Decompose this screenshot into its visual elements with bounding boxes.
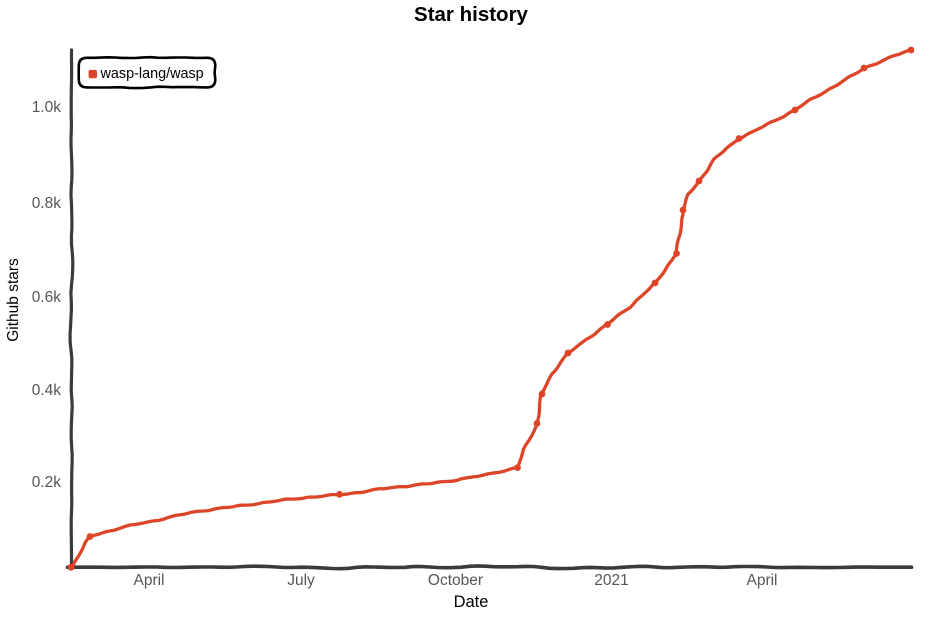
svg-text:wasp-lang/wasp: wasp-lang/wasp xyxy=(100,66,204,82)
svg-text:0.6k: 0.6k xyxy=(32,289,62,306)
svg-text:0.8k: 0.8k xyxy=(32,195,62,212)
svg-text:April: April xyxy=(133,572,164,589)
svg-text:October: October xyxy=(428,572,483,589)
svg-text:April: April xyxy=(746,572,777,589)
svg-text:July: July xyxy=(287,572,315,589)
svg-text:0.4k: 0.4k xyxy=(32,382,62,399)
svg-text:Date: Date xyxy=(454,593,489,611)
svg-text:Github stars: Github stars xyxy=(5,258,22,342)
svg-text:Star history: Star history xyxy=(414,3,529,26)
svg-text:1.0k: 1.0k xyxy=(32,99,62,116)
svg-text:0.2k: 0.2k xyxy=(32,474,62,491)
svg-text:2021: 2021 xyxy=(594,572,628,589)
